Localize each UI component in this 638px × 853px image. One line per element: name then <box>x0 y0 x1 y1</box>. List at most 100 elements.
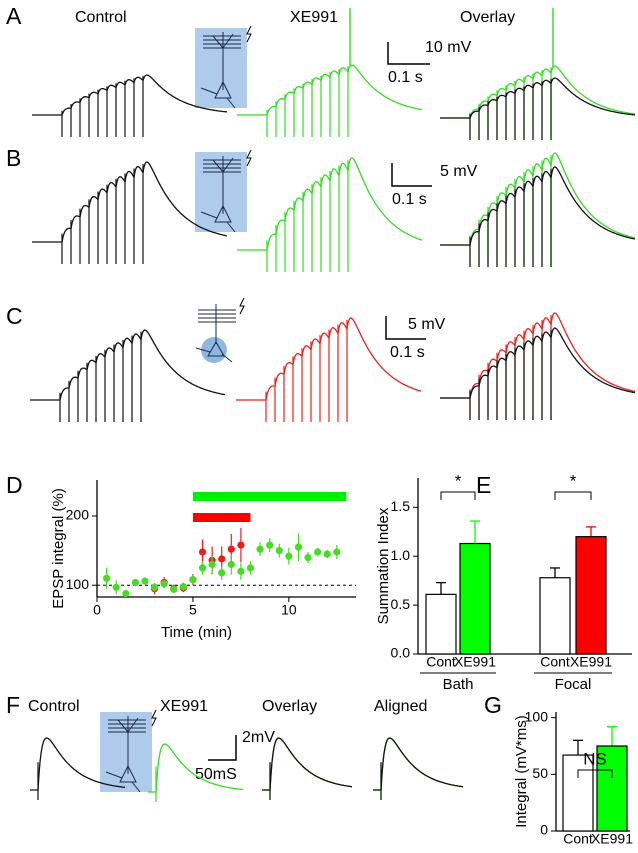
data-point <box>266 541 274 549</box>
data-point <box>150 583 159 591</box>
trace-title: Overlay <box>460 9 515 26</box>
panel-label: C <box>6 303 23 329</box>
data-point <box>218 569 226 577</box>
data-point <box>285 552 293 560</box>
panel-label: G <box>484 692 502 718</box>
y-tick-label: 0 <box>540 822 548 838</box>
y-axis-label: Summation Index <box>375 507 392 624</box>
y-tick-label: 100 <box>525 708 549 724</box>
trace <box>373 737 464 791</box>
panel-label: F <box>6 692 20 718</box>
application-bar <box>192 513 251 522</box>
significance-label: * <box>570 471 577 490</box>
significance-label: * <box>455 471 462 490</box>
x-tick-label: 0 <box>93 602 101 618</box>
scale-y: 5 mV <box>408 316 446 333</box>
x-tick-label: Cont <box>540 654 570 670</box>
trace <box>440 166 636 246</box>
data-point <box>333 548 341 556</box>
trace-title: XE991 <box>290 9 338 26</box>
data-point <box>227 545 235 553</box>
scale-x: 0.1 s <box>390 344 425 361</box>
x-tick-label: 5 <box>189 602 197 618</box>
y-tick-label: 1.5 <box>391 498 411 514</box>
data-point <box>198 548 207 556</box>
x-tick-label: XE991 <box>570 654 612 670</box>
bar <box>596 745 628 832</box>
data-point <box>227 560 235 569</box>
bar <box>575 536 607 655</box>
y-tick-label: 0.5 <box>391 596 411 612</box>
bar <box>539 577 571 655</box>
inset <box>194 149 252 233</box>
trace <box>440 65 636 119</box>
data-point <box>198 564 207 572</box>
scale-x: 0.1 s <box>388 69 423 86</box>
trace-title: Control <box>28 698 80 715</box>
application-bar <box>192 492 347 501</box>
y-tick-label: 0.0 <box>391 645 411 661</box>
inset <box>194 25 252 109</box>
x-tick-label: Cont <box>426 654 456 670</box>
data-point <box>208 560 216 569</box>
data-point <box>304 553 312 562</box>
data-point <box>131 578 139 587</box>
data-point <box>218 555 226 563</box>
panel-label: D <box>6 472 23 498</box>
trace <box>32 161 228 243</box>
x-tick-label: Cont <box>563 831 593 847</box>
trace-title: Aligned <box>374 698 427 715</box>
bar <box>562 754 594 832</box>
data-point <box>160 580 168 588</box>
bar <box>459 542 491 655</box>
significance-bracket <box>440 491 476 500</box>
scale-y: 2mV <box>242 729 275 746</box>
trace-title: Overlay <box>262 698 317 715</box>
y-tick-label: 200 <box>66 507 90 523</box>
trace <box>148 743 244 793</box>
scale-y: 5 mV <box>440 163 478 180</box>
data-point <box>256 545 264 553</box>
x-axis-label: Time (min) <box>161 624 232 641</box>
data-point <box>246 564 255 572</box>
scale-bar <box>391 163 432 187</box>
scale-y: 10 mV <box>425 39 472 56</box>
scale-bar <box>387 42 430 65</box>
y-axis-label: EPSP integral (%) <box>50 488 67 609</box>
trace <box>262 737 353 791</box>
data-point <box>275 547 283 555</box>
scale-bar <box>208 735 237 761</box>
y-tick-label: 50 <box>532 765 548 781</box>
traces <box>30 8 636 802</box>
data-point <box>294 543 303 551</box>
data-point <box>323 550 331 558</box>
trace <box>440 152 636 246</box>
inset <box>195 297 245 363</box>
panel-label: E <box>476 472 491 498</box>
data-point <box>237 567 245 575</box>
trace <box>32 74 228 116</box>
data-point <box>314 548 322 556</box>
data-point <box>237 541 245 549</box>
panel-labels: A B C D E F G <box>6 3 502 718</box>
group-label: Focal <box>555 676 592 693</box>
trace <box>30 329 226 401</box>
y-tick-label: 1.0 <box>391 547 411 563</box>
data-point <box>189 576 197 584</box>
panel-label: A <box>6 3 22 29</box>
data-point <box>179 583 187 591</box>
trace <box>30 737 126 791</box>
data-point <box>102 574 111 582</box>
data-point <box>112 583 120 591</box>
y-tick-label: 100 <box>66 576 90 592</box>
data-point <box>141 577 149 585</box>
significance-bracket <box>554 491 592 500</box>
group-label: Bath <box>443 676 474 693</box>
x-tick-label: XE991 <box>591 831 633 847</box>
y-axis-label: Integral (mV*ms) <box>513 715 530 828</box>
panel-label: B <box>6 145 21 171</box>
scale-bar <box>385 316 426 340</box>
trace-title: Control <box>75 9 127 26</box>
x-tick-label: XE991 <box>454 654 496 670</box>
